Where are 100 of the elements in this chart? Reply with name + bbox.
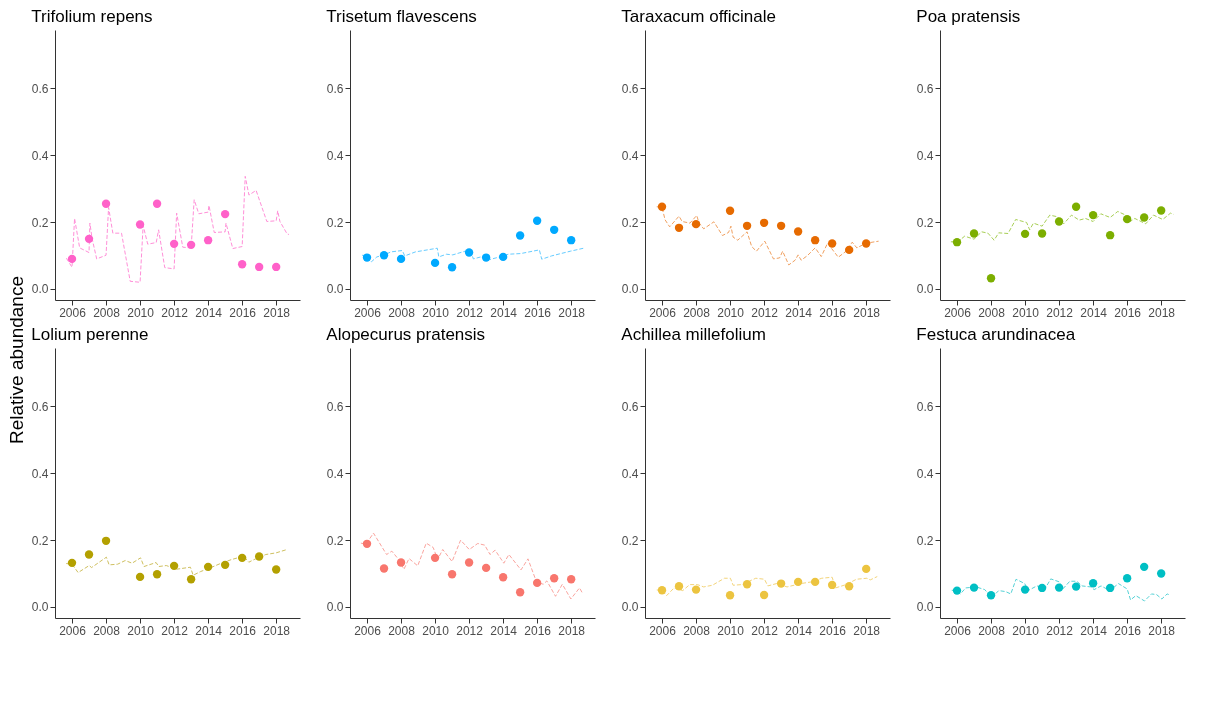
x-tick-label: 2010: [1012, 305, 1040, 320]
x-tick-label: 2016: [819, 623, 847, 638]
x-tick-label: 2010: [717, 623, 745, 638]
y-tick-label: 0.0: [621, 600, 639, 615]
point: [498, 573, 508, 582]
point: [481, 253, 491, 262]
chart-title: Trifolium repens: [31, 7, 153, 26]
point: [379, 251, 389, 260]
point: [776, 579, 786, 588]
point: [1139, 562, 1149, 572]
y-tick-label: 0.0: [31, 282, 49, 297]
x-tick-label: 2006: [649, 623, 677, 638]
y-tick-label: 0.0: [621, 282, 639, 297]
point: [67, 254, 77, 264]
x-tick-label: 2012: [751, 305, 779, 320]
x-tick-label: 2014: [785, 305, 813, 320]
point: [1071, 582, 1081, 591]
chart-title: Poa pratensis: [916, 7, 1021, 26]
x-tick-label: 2006: [354, 305, 382, 320]
point: [844, 582, 854, 591]
x-tick-label: 2012: [751, 623, 779, 638]
x-tick-label: 2016: [229, 623, 257, 638]
y-tick-label: 0.4: [916, 148, 934, 163]
point: [549, 225, 559, 234]
x-tick-label: 2012: [161, 623, 189, 638]
x-tick-label: 2014: [195, 305, 223, 320]
point: [827, 239, 837, 248]
y-tick-label: 0.4: [621, 466, 639, 481]
x-tick-label: 2006: [649, 305, 677, 320]
line-series: [65, 175, 290, 283]
point: [135, 572, 145, 582]
point: [430, 553, 440, 563]
line-series: [951, 578, 1172, 602]
chart-title: Festuca arundinacea: [916, 325, 1076, 344]
point: [1157, 206, 1166, 215]
y-tick-label: 0.4: [31, 466, 49, 481]
x-tick-label: 2018: [263, 305, 291, 320]
point: [515, 588, 525, 597]
x-tick-label: 2008: [93, 305, 121, 320]
point: [220, 209, 230, 219]
x-tick-label: 2008: [978, 623, 1006, 638]
x-tick-label: 2006: [354, 623, 382, 638]
x-tick-label: 2010: [717, 305, 745, 320]
y-axis-title: Relative abundance: [6, 276, 27, 444]
point: [657, 586, 667, 595]
x-tick-label: 2014: [195, 623, 223, 638]
x-tick-label: 2010: [127, 305, 155, 320]
x-tick-label: 2008: [683, 623, 711, 638]
point: [237, 553, 247, 563]
point: [396, 254, 406, 264]
point: [549, 574, 559, 583]
point: [691, 219, 701, 229]
y-tick-label: 0.6: [621, 399, 639, 414]
line-series: [360, 532, 584, 600]
point: [220, 560, 230, 570]
point: [362, 539, 372, 548]
x-tick-label: 2016: [819, 305, 847, 320]
point: [84, 234, 94, 244]
y-tick-label: 0.2: [326, 215, 344, 230]
point: [532, 216, 542, 225]
x-tick-label: 2006: [944, 305, 972, 320]
point: [725, 591, 735, 600]
point: [203, 562, 213, 572]
point: [674, 223, 684, 232]
chart-title: Alopecurus pratensis: [326, 325, 486, 344]
point: [986, 274, 996, 283]
point: [691, 585, 701, 594]
y-tick-label: 0.2: [326, 533, 344, 548]
point: [827, 580, 837, 590]
point: [742, 580, 752, 589]
x-tick-label: 2008: [388, 623, 416, 638]
point: [532, 578, 542, 588]
x-tick-label: 2008: [388, 305, 416, 320]
x-tick-label: 2016: [229, 305, 257, 320]
x-tick-label: 2014: [1080, 305, 1108, 320]
x-tick-label: 2012: [456, 305, 484, 320]
point: [447, 570, 457, 579]
y-tick-label: 0.4: [31, 148, 49, 163]
point: [657, 202, 667, 211]
y-tick-label: 0.2: [31, 215, 49, 230]
point: [237, 260, 247, 269]
x-tick-label: 2010: [127, 623, 155, 638]
point: [810, 577, 820, 587]
y-tick-label: 0.4: [326, 148, 344, 163]
point: [1037, 229, 1047, 238]
x-tick-label: 2012: [1046, 305, 1074, 320]
y-tick-label: 0.6: [31, 399, 49, 414]
point: [1020, 229, 1030, 239]
x-tick-label: 2006: [59, 305, 87, 320]
point: [464, 248, 474, 257]
y-tick-label: 0.0: [326, 600, 344, 615]
point: [430, 258, 440, 268]
chart-title: Trisetum flavescens: [326, 7, 477, 26]
x-tick-label: 2010: [422, 623, 450, 638]
point: [1105, 231, 1115, 240]
point: [464, 558, 474, 567]
y-tick-label: 0.6: [621, 81, 639, 96]
point: [101, 536, 111, 545]
y-tick-label: 0.4: [326, 466, 344, 481]
x-tick-label: 2008: [683, 305, 711, 320]
